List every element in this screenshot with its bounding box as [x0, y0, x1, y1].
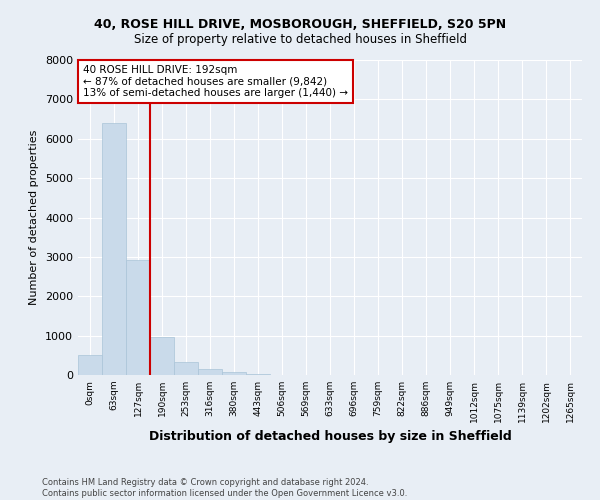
Bar — [222, 372, 246, 375]
Text: Size of property relative to detached houses in Sheffield: Size of property relative to detached ho… — [133, 32, 467, 46]
Y-axis label: Number of detached properties: Number of detached properties — [29, 130, 40, 305]
Bar — [198, 369, 222, 375]
Bar — [126, 260, 150, 375]
Bar — [150, 337, 174, 375]
Text: 40 ROSE HILL DRIVE: 192sqm
← 87% of detached houses are smaller (9,842)
13% of s: 40 ROSE HILL DRIVE: 192sqm ← 87% of deta… — [83, 64, 348, 98]
Text: 40, ROSE HILL DRIVE, MOSBOROUGH, SHEFFIELD, S20 5PN: 40, ROSE HILL DRIVE, MOSBOROUGH, SHEFFIE… — [94, 18, 506, 30]
Bar — [102, 123, 126, 375]
Text: Contains HM Land Registry data © Crown copyright and database right 2024.
Contai: Contains HM Land Registry data © Crown c… — [42, 478, 407, 498]
Bar — [246, 374, 270, 375]
X-axis label: Distribution of detached houses by size in Sheffield: Distribution of detached houses by size … — [149, 430, 511, 444]
Bar — [78, 356, 102, 375]
Bar — [174, 362, 198, 375]
